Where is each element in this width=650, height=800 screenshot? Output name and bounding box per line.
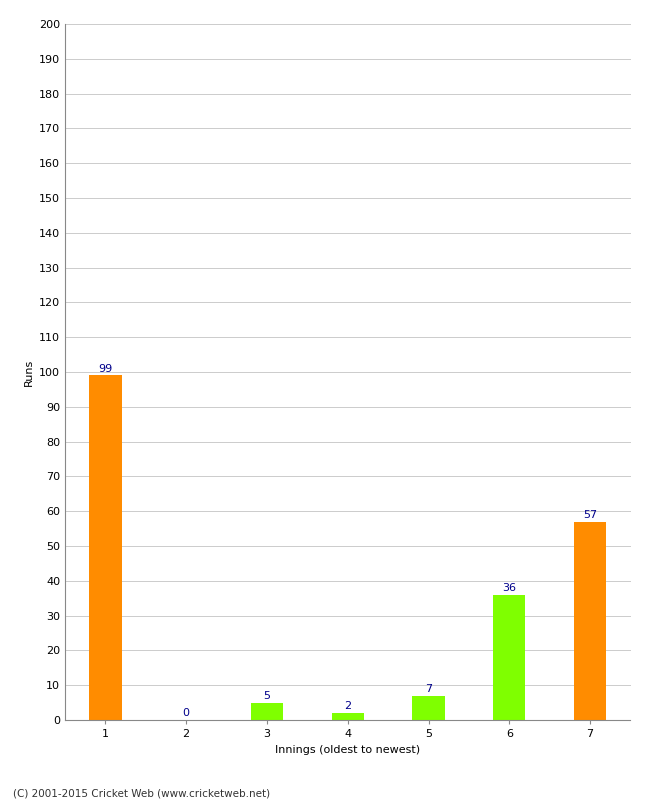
Bar [493, 594, 525, 720]
Text: 57: 57 [583, 510, 597, 520]
Text: 5: 5 [263, 691, 270, 701]
Bar [251, 702, 283, 720]
Bar [574, 522, 606, 720]
X-axis label: Innings (oldest to newest): Innings (oldest to newest) [275, 745, 421, 754]
Text: 36: 36 [502, 583, 516, 593]
Text: 2: 2 [344, 702, 351, 711]
Text: (C) 2001-2015 Cricket Web (www.cricketweb.net): (C) 2001-2015 Cricket Web (www.cricketwe… [13, 788, 270, 798]
Text: 7: 7 [425, 684, 432, 694]
Text: 99: 99 [98, 364, 112, 374]
Bar [412, 696, 445, 720]
Text: 0: 0 [183, 708, 190, 718]
Bar [332, 713, 364, 720]
Bar [89, 375, 122, 720]
Y-axis label: Runs: Runs [23, 358, 33, 386]
